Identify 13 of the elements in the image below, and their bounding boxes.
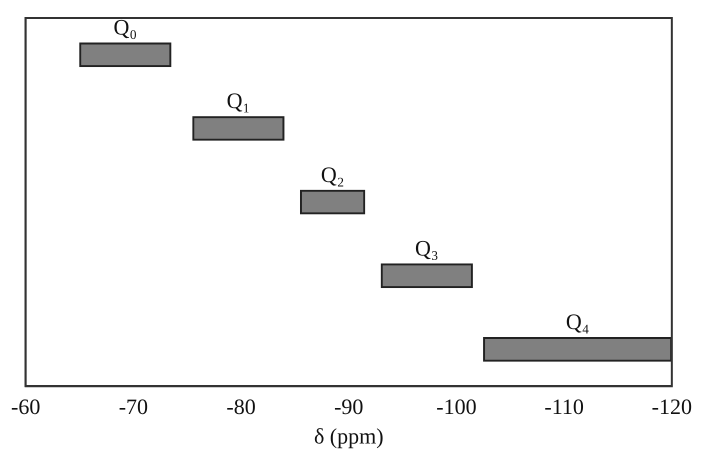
x-tick-label: -110 (544, 394, 584, 420)
y-tick-label: Q₃ (415, 236, 439, 261)
x-axis-title: δ (ppm) (314, 424, 384, 449)
x-tick-label: -80 (226, 394, 256, 420)
y-tick-label: Q₁ (226, 88, 250, 114)
x-tick-label: -100 (436, 394, 477, 420)
x-tick-label: -60 (11, 394, 40, 420)
x-tick-label: -90 (334, 394, 364, 420)
x-tick-label: -70 (118, 394, 148, 420)
y-tick-label: Q₂ (320, 162, 344, 187)
y-tick-label: Q₀ (114, 14, 138, 40)
x-tick-label: -120 (652, 394, 692, 420)
y-tick-label: Q₄ (566, 309, 590, 334)
